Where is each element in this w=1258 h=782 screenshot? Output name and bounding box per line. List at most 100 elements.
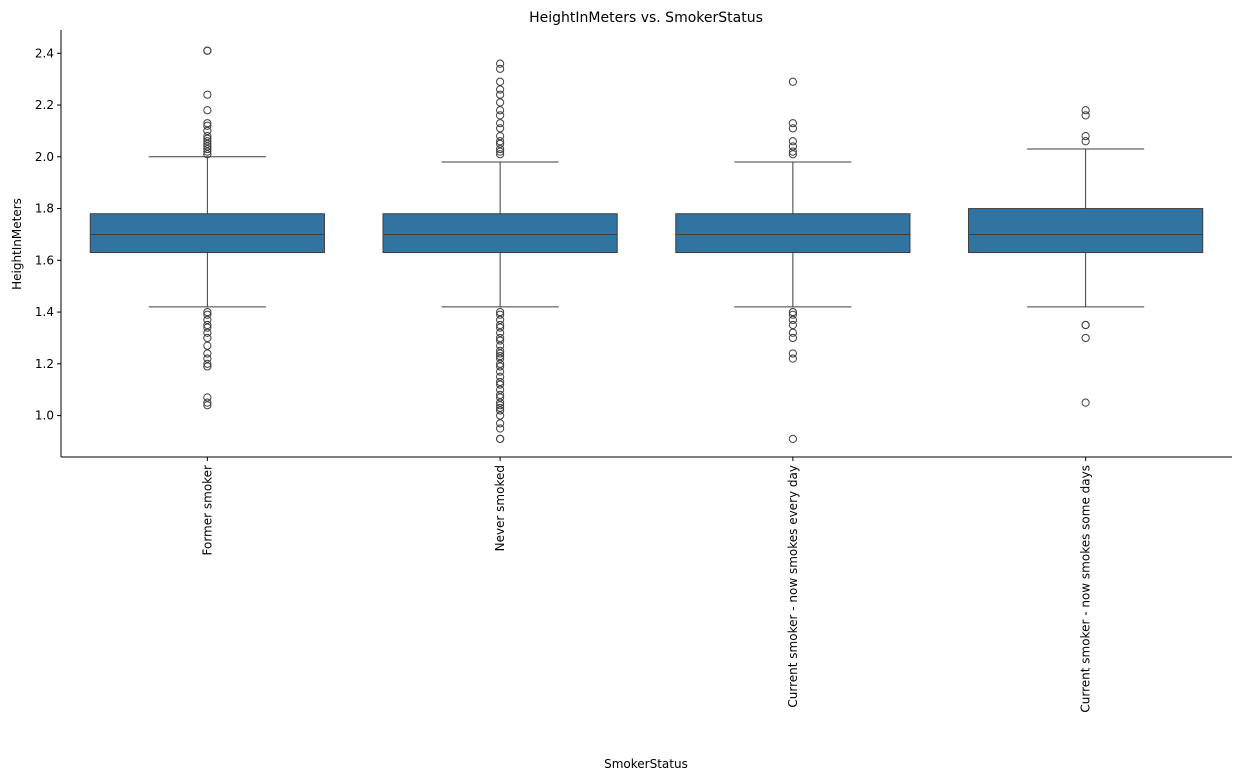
box-group [89,46,325,410]
chart-title: HeightInMeters vs. SmokerStatus [529,10,763,26]
outlier-point [203,315,212,324]
outlier-point [203,119,212,128]
outlier-point [203,144,212,154]
box-group [968,106,1204,407]
outlier-point [203,150,212,159]
outlier-point [496,359,505,368]
box [382,213,618,254]
outlier-point [203,132,212,141]
outlier-point [496,333,505,343]
box [675,213,911,254]
outlier-point [1081,132,1090,141]
outlier-point [1081,320,1090,330]
outlier-point [788,328,797,337]
outlier-point [203,310,212,319]
x-tick-label: Current smoker - now smokes every day [786,465,800,708]
outlier-point [496,315,505,324]
outlier-point [496,119,505,128]
outlier-point [203,354,212,363]
outlier-point [496,64,505,73]
outlier-point [496,320,505,330]
outlier-point [496,307,505,317]
y-tick-label: 1.4 [35,305,54,319]
y-tick-label: 1.0 [35,409,54,423]
outlier-point [496,424,505,433]
y-axis: 1.0 1.2 1.4 1.6 1.8 2.0 2.2 2.4 [35,30,62,457]
outlier-point [496,390,505,399]
outlier-point [496,328,505,337]
box-group [675,77,911,443]
outlier-point [788,137,797,146]
outlier-point [788,310,797,319]
y-tick-label: 1.8 [35,202,54,216]
outlier-point [203,106,212,115]
outlier-point [496,372,505,381]
outlier-point [496,59,505,68]
outlier-point [203,398,212,407]
outlier-point [203,307,212,317]
outlier-point [788,434,797,443]
x-tick-label: Former smoker [200,465,214,556]
outlier-point [496,98,505,107]
outlier-point [788,142,797,151]
outlier-point [203,142,212,151]
x-tick-label: Current smoker - now smokes some days [1079,465,1093,713]
outlier-point [203,359,212,368]
outlier-point [788,150,797,159]
outlier-point [203,341,212,350]
outlier-point [496,354,505,363]
x-axis: Former smoker Never smoked Current smoker … [61,456,1232,713]
outlier-point [496,351,505,361]
outlier-point [496,323,505,332]
box [968,208,1204,254]
outlier-point [203,137,212,146]
outlier-point [496,349,505,358]
outlier-point [203,401,212,410]
outlier-point [788,315,797,324]
outlier-point [788,147,797,156]
outlier-point [203,147,212,156]
outlier-point [496,111,505,120]
outlier-point [496,393,505,402]
outlier-point [496,137,505,146]
outlier-point [203,46,212,55]
plot-area [89,46,1204,443]
outlier-point [496,77,505,86]
outlier-point [496,403,505,412]
outlier-point [203,320,212,330]
outlier-point [203,134,212,143]
outlier-point [203,121,212,130]
outlier-point [203,90,212,99]
outlier-point [203,328,212,337]
outlier-point [1081,333,1090,343]
outlier-point [496,377,505,387]
outlier-point [496,85,505,94]
outlier-point [788,77,797,86]
outlier-point [496,124,505,133]
outlier-point [496,411,505,420]
outlier-point [203,333,212,343]
outlier-point [496,406,505,415]
outlier-point [496,106,505,115]
outlier-point [203,126,212,136]
outlier-point [496,144,505,154]
outlier-point [496,341,505,350]
outlier-point [496,419,505,428]
box-group [382,59,618,443]
y-tick-label: 2.4 [35,46,54,60]
outlier-point [496,367,505,376]
box [89,213,325,254]
outlier-point [496,385,505,394]
outlier-point [496,346,505,355]
outlier-point [788,124,797,133]
outlier-point [496,336,505,345]
outlier-point [496,401,505,410]
outlier-point [1081,111,1090,120]
outlier-point [203,362,212,371]
x-axis-label: SmokerStatus [604,757,688,771]
outlier-point [1081,137,1090,146]
outlier-point [788,333,797,343]
outlier-point [496,434,505,443]
outlier-point [203,393,212,402]
